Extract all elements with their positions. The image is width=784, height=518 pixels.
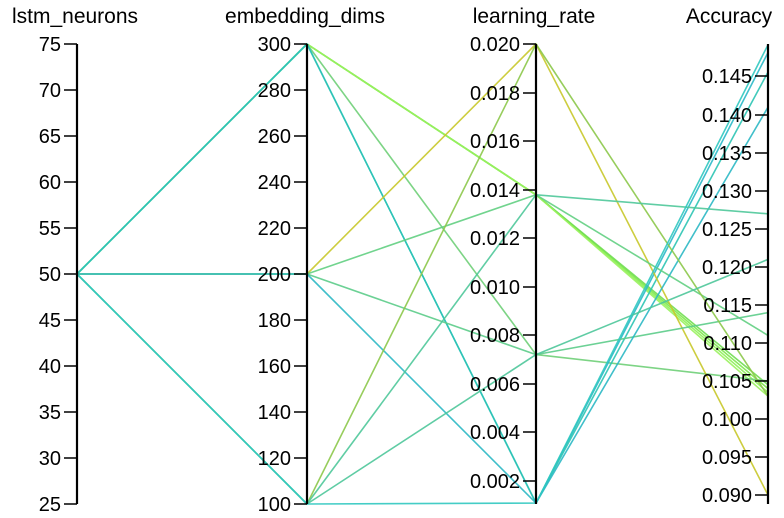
trace-line-8: [77, 43, 769, 496]
tick-label: 280: [258, 80, 291, 102]
tick-label: 0.020: [470, 34, 520, 56]
tick-label: 65: [39, 126, 61, 148]
tick-label: 0.008: [470, 325, 520, 347]
tick-label: 35: [39, 402, 61, 424]
trace-line-1: [76, 43, 769, 390]
tick-label: 0.002: [470, 471, 520, 493]
tick-label: 260: [258, 126, 291, 148]
axis-accuracy: 0.145 0.140 0.135 0.130 0.125 0.120 0.115 0.110…: [686, 5, 773, 507]
tick-label: 40: [39, 356, 61, 378]
tick-label: 0.095: [702, 447, 752, 469]
tick-label: 0.100: [702, 409, 752, 431]
trace-line-15: [76, 44, 769, 505]
tick-label: 100: [258, 494, 291, 516]
tick-label: 0.105: [702, 371, 752, 393]
axis-lstm-neurons: 75 70 65 60 55 50 45 40 35 30 25 lstm_neurons: [12, 5, 138, 516]
tick-label: 45: [39, 310, 61, 332]
tick-label: 70: [39, 80, 61, 102]
tick-label: 0.012: [470, 228, 520, 250]
tick-label: 0.016: [470, 131, 520, 153]
tick-label: 300: [258, 34, 291, 56]
tick-label: 0.004: [470, 422, 520, 444]
tick-label: 0.090: [702, 485, 752, 507]
tick-label: 240: [258, 172, 291, 194]
trace-line-10: [77, 273, 769, 356]
tick-label: 0.018: [470, 83, 520, 105]
tick-label: 0.120: [702, 257, 752, 279]
tick-label: 0.135: [702, 143, 752, 165]
trace-line-5: [76, 43, 769, 382]
tick-label: 140: [258, 402, 291, 424]
tick-label: 0.014: [470, 180, 520, 202]
tick-label: 25: [39, 494, 61, 516]
trace-line-3: [76, 43, 769, 386]
tick-label: 50: [39, 264, 61, 286]
tick-label: 0.110: [703, 333, 752, 355]
axis-embedding-dims: 300 280 260 240 220 200 180 160 140 120 100 embeddi…: [225, 5, 385, 516]
tick-label: 160: [258, 356, 291, 378]
trace-lines: [76, 43, 769, 505]
axis-title: embedding_dims: [225, 5, 385, 28]
tick-label: 0.140: [702, 105, 752, 127]
axis-learning-rate: 0.020 0.018 0.016 0.014 0.012 0.010 0.008 0.006…: [470, 5, 595, 504]
tick-label: 0.010: [470, 277, 520, 299]
axis-title: lstm_neurons: [12, 5, 138, 28]
trace-line-14: [76, 258, 769, 505]
trace-line-4: [76, 43, 769, 397]
tick-label: 75: [39, 34, 61, 56]
tick-label: 0.125: [702, 219, 752, 241]
axes: 75 70 65 60 55 50 45 40 35 30 25 lstm_neurons 300 280…: [12, 5, 773, 516]
trace-line-13: [76, 194, 769, 505]
tick-label: 0.006: [470, 374, 520, 396]
axis-title: learning_rate: [473, 5, 596, 28]
tick-label: 30: [39, 448, 61, 470]
trace-line-2: [76, 43, 769, 394]
tick-label: 55: [39, 218, 61, 240]
tick-label: 220: [258, 218, 291, 240]
tick-label: 120: [258, 448, 291, 470]
tick-label: 180: [258, 310, 291, 332]
axis-title: Accuracy: [686, 5, 773, 28]
tick-label: 200: [258, 264, 291, 286]
tick-label: 60: [39, 172, 61, 194]
trace-line-11: [77, 106, 769, 504]
tick-label: 0.145: [702, 66, 752, 88]
tick-label: 0.130: [702, 181, 752, 203]
tick-label: 0.115: [703, 295, 752, 317]
